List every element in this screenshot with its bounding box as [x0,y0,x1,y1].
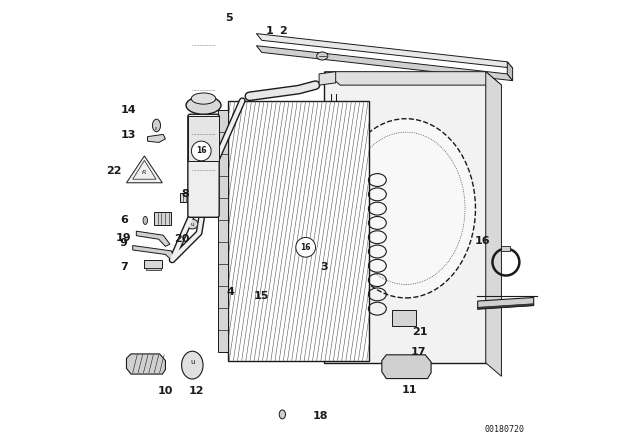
Text: 3: 3 [321,262,328,271]
Polygon shape [136,231,170,246]
Text: 9: 9 [120,238,128,248]
Bar [228,101,369,361]
Polygon shape [477,297,534,309]
Text: 16: 16 [474,236,490,246]
Ellipse shape [337,119,476,298]
Polygon shape [127,156,163,183]
Polygon shape [257,46,513,81]
Bar [218,110,228,352]
Text: 13: 13 [120,130,136,140]
Text: 22: 22 [106,166,122,176]
Text: 2: 2 [280,26,287,36]
Text: 19: 19 [116,233,132,243]
Text: 14: 14 [120,105,136,115]
Bar [154,212,172,225]
Polygon shape [319,72,336,85]
Ellipse shape [143,216,148,224]
Text: u: u [190,359,195,365]
Text: u: u [191,221,194,227]
Polygon shape [477,304,534,309]
Circle shape [191,141,211,161]
Polygon shape [486,72,502,376]
Text: 17: 17 [411,347,426,357]
Bar [502,246,511,251]
Polygon shape [188,116,220,161]
Text: R: R [142,170,147,175]
Polygon shape [382,355,431,379]
Text: 16: 16 [196,146,207,155]
Polygon shape [127,354,165,374]
Bar [145,260,163,268]
Bar [392,310,417,326]
Bar [146,268,161,270]
Polygon shape [324,72,486,363]
Polygon shape [508,62,513,81]
Text: 7: 7 [120,262,127,271]
Text: 20: 20 [174,234,189,244]
Polygon shape [132,246,174,260]
Ellipse shape [187,219,198,229]
Text: 11: 11 [402,385,417,395]
Text: 18: 18 [312,411,328,421]
Text: lll: lll [155,127,158,131]
Bar [180,193,194,202]
Text: 5: 5 [225,13,232,23]
Ellipse shape [182,351,203,379]
Bar [228,101,369,361]
Polygon shape [218,110,228,352]
Text: 1: 1 [266,26,274,36]
Text: 12: 12 [189,386,205,396]
Ellipse shape [186,96,221,114]
Text: 00180720: 00180720 [484,425,525,434]
Polygon shape [148,134,165,142]
FancyBboxPatch shape [188,114,219,217]
Polygon shape [324,72,502,85]
Text: 21: 21 [413,327,428,336]
Ellipse shape [152,119,161,132]
Text: 15: 15 [254,291,269,301]
Text: 10: 10 [157,386,173,396]
Ellipse shape [191,93,216,104]
Polygon shape [257,34,513,68]
Text: 16: 16 [300,243,311,252]
Ellipse shape [317,52,328,60]
Text: 6: 6 [120,215,128,224]
Text: 4: 4 [227,287,234,297]
Circle shape [296,237,316,257]
Ellipse shape [279,410,285,419]
Text: 8: 8 [182,189,189,198]
